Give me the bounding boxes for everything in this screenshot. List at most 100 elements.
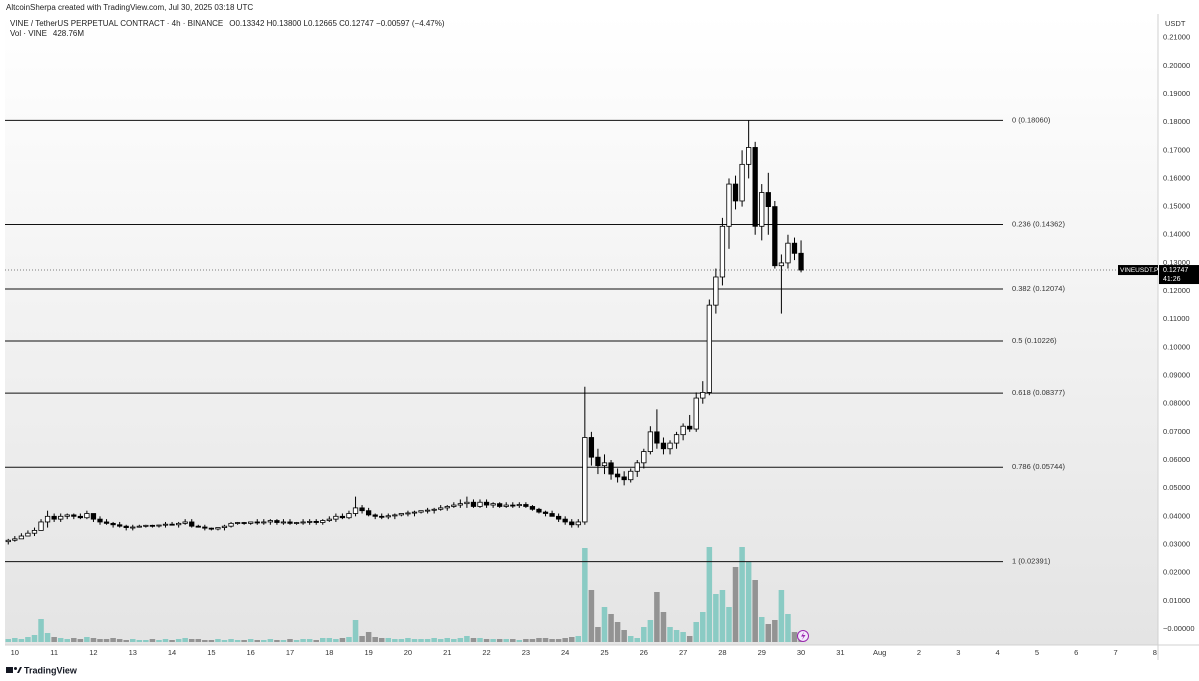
candle-body bbox=[176, 522, 182, 526]
candle-body bbox=[641, 451, 647, 464]
candle-body bbox=[326, 518, 332, 521]
volume-bar bbox=[542, 638, 549, 642]
candle-body bbox=[621, 476, 627, 481]
x-tick-label: 2 bbox=[917, 648, 921, 657]
y-tick-label: 0.05000 bbox=[1163, 483, 1190, 492]
volume-bar bbox=[503, 639, 509, 642]
volume-bar bbox=[641, 627, 647, 642]
ohlc-legend: O0.13342 H0.13800 L0.12665 C0.12747 −0.0… bbox=[229, 19, 445, 28]
candle-body bbox=[379, 515, 385, 518]
x-tick-label: 26 bbox=[640, 648, 648, 657]
candle-body bbox=[372, 514, 378, 517]
candle-body bbox=[44, 515, 51, 523]
y-tick-label: 0.09000 bbox=[1163, 371, 1190, 380]
candle-body bbox=[444, 506, 450, 509]
volume-bar bbox=[667, 627, 673, 642]
y-tick-label: 0.16000 bbox=[1163, 173, 1190, 182]
volume-bar bbox=[385, 638, 392, 642]
volume-bar bbox=[477, 638, 483, 642]
candle-body bbox=[503, 504, 509, 507]
candle-body bbox=[77, 515, 83, 519]
volume-bar bbox=[267, 639, 274, 642]
volume-bar bbox=[483, 639, 490, 642]
volume-bar bbox=[339, 638, 346, 642]
volume-bar bbox=[457, 638, 464, 642]
volume-bar bbox=[706, 547, 713, 642]
x-tick-label: 3 bbox=[956, 648, 960, 657]
volume-bar bbox=[392, 639, 398, 642]
fib-level-label: 0 (0.18060) bbox=[1012, 115, 1051, 124]
x-tick-label: 20 bbox=[404, 648, 412, 657]
volume-bar bbox=[405, 638, 411, 642]
candle-body bbox=[464, 501, 470, 505]
fib-level-label: 1 (0.02391) bbox=[1012, 557, 1051, 566]
volume-bar bbox=[77, 639, 84, 642]
candle-body bbox=[25, 532, 31, 537]
volume-bar bbox=[293, 640, 300, 642]
volume-bar bbox=[700, 612, 706, 642]
volume-bar bbox=[300, 639, 306, 642]
volume-bar bbox=[523, 639, 529, 642]
x-tick-label: 27 bbox=[679, 648, 687, 657]
candle-body bbox=[483, 501, 490, 506]
alert-bolt[interactable] bbox=[801, 632, 806, 640]
volume-bar bbox=[745, 562, 752, 642]
volume-bar bbox=[254, 640, 261, 642]
volume-bar bbox=[496, 639, 503, 642]
fib-level-label: 0.382 (0.12074) bbox=[1012, 284, 1065, 293]
volume-bar bbox=[510, 639, 516, 642]
candle-body bbox=[549, 513, 555, 517]
x-tick-label: 31 bbox=[836, 648, 844, 657]
volume-bar bbox=[739, 547, 745, 642]
volume-bar bbox=[346, 637, 352, 642]
candle-body bbox=[110, 522, 116, 526]
volume-bar bbox=[568, 637, 575, 642]
x-tick-label: Aug bbox=[873, 648, 886, 657]
candle-body bbox=[601, 462, 608, 467]
volume-bar bbox=[752, 580, 758, 642]
volume-bar bbox=[319, 638, 326, 642]
x-tick-label: 21 bbox=[443, 648, 451, 657]
candle-body bbox=[149, 524, 156, 527]
candle-body bbox=[228, 522, 234, 527]
volume-bar bbox=[130, 639, 136, 642]
volume-bar bbox=[654, 592, 660, 642]
candle-body bbox=[346, 513, 352, 519]
candle-body bbox=[162, 523, 169, 526]
volume-legend: Vol · VINE bbox=[10, 29, 47, 38]
volume-bar bbox=[758, 617, 765, 642]
x-tick-label: 30 bbox=[797, 648, 805, 657]
candle-body bbox=[156, 524, 162, 527]
volume-bar bbox=[326, 638, 333, 642]
alert-icon[interactable] bbox=[797, 630, 809, 642]
candle-body bbox=[424, 509, 431, 512]
volume-bar bbox=[169, 640, 175, 642]
volume-bar bbox=[261, 640, 267, 642]
volume-bar bbox=[97, 639, 103, 642]
y-tick-label: 0.02000 bbox=[1163, 568, 1190, 577]
candle-body bbox=[785, 242, 791, 264]
candle-body bbox=[438, 507, 444, 510]
candle-body bbox=[732, 183, 739, 202]
x-tick-label: 12 bbox=[89, 648, 97, 657]
y-tick-label: 0.04000 bbox=[1163, 511, 1190, 520]
symbol-tag-bg bbox=[1118, 265, 1158, 276]
volume-bar bbox=[549, 639, 555, 642]
candle-body bbox=[411, 511, 418, 514]
candle-body bbox=[746, 147, 752, 165]
volume-bar bbox=[582, 548, 588, 642]
volume-bar bbox=[627, 636, 634, 642]
candle-body bbox=[254, 521, 260, 524]
y-tick-label: 0.17000 bbox=[1163, 145, 1190, 154]
y-tick-label: 0.19000 bbox=[1163, 89, 1190, 98]
volume-bar bbox=[680, 632, 686, 642]
y-tick-label: 0.13000 bbox=[1163, 258, 1190, 267]
candle-body bbox=[280, 521, 287, 524]
volume-bar bbox=[333, 639, 339, 642]
y-tick-label: 0.14000 bbox=[1163, 230, 1190, 239]
candle-body bbox=[542, 511, 549, 514]
volume-bar bbox=[778, 590, 785, 642]
volume-bar bbox=[621, 630, 627, 642]
candle-body bbox=[569, 521, 575, 526]
volume-value: 428.76M bbox=[53, 29, 84, 38]
